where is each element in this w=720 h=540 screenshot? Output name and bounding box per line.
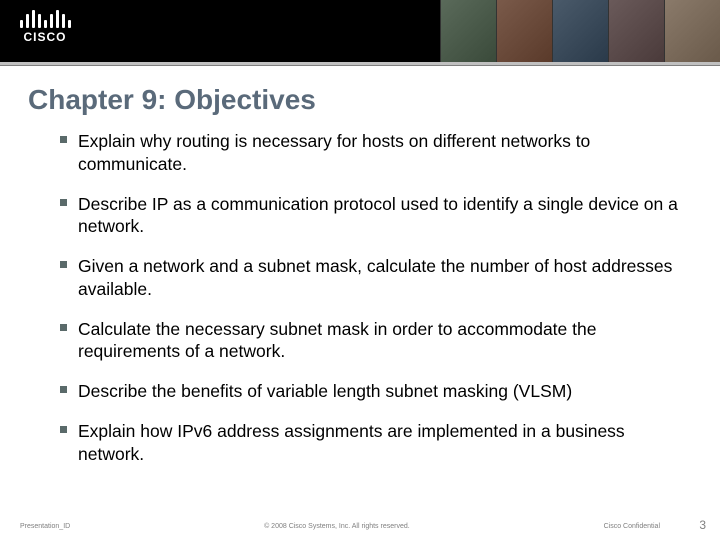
objectives-list: Explain why routing is necessary for hos… (0, 130, 720, 465)
cisco-logo-text: CISCO (10, 30, 80, 44)
header-photo-strip (440, 0, 720, 62)
list-item: Given a network and a subnet mask, calcu… (60, 255, 680, 301)
footer-confidential: Cisco Confidential (604, 523, 660, 530)
footer-copyright: © 2008 Cisco Systems, Inc. All rights re… (70, 523, 603, 530)
list-item: Describe IP as a communication protocol … (60, 193, 680, 239)
slide-title: Chapter 9: Objectives (28, 84, 720, 116)
list-item: Describe the benefits of variable length… (60, 380, 680, 403)
header-divider (0, 62, 720, 66)
list-item: Calculate the necessary subnet mask in o… (60, 318, 680, 364)
header-bar: CISCO (0, 0, 720, 62)
cisco-logo: CISCO (10, 4, 80, 44)
page-number: 3 (699, 518, 706, 532)
cisco-logo-bars (10, 4, 80, 28)
list-item: Explain why routing is necessary for hos… (60, 130, 680, 176)
list-item: Explain how IPv6 address assignments are… (60, 420, 680, 466)
footer-presentation-id: Presentation_ID (20, 523, 70, 530)
footer: Presentation_ID © 2008 Cisco Systems, In… (0, 523, 720, 530)
